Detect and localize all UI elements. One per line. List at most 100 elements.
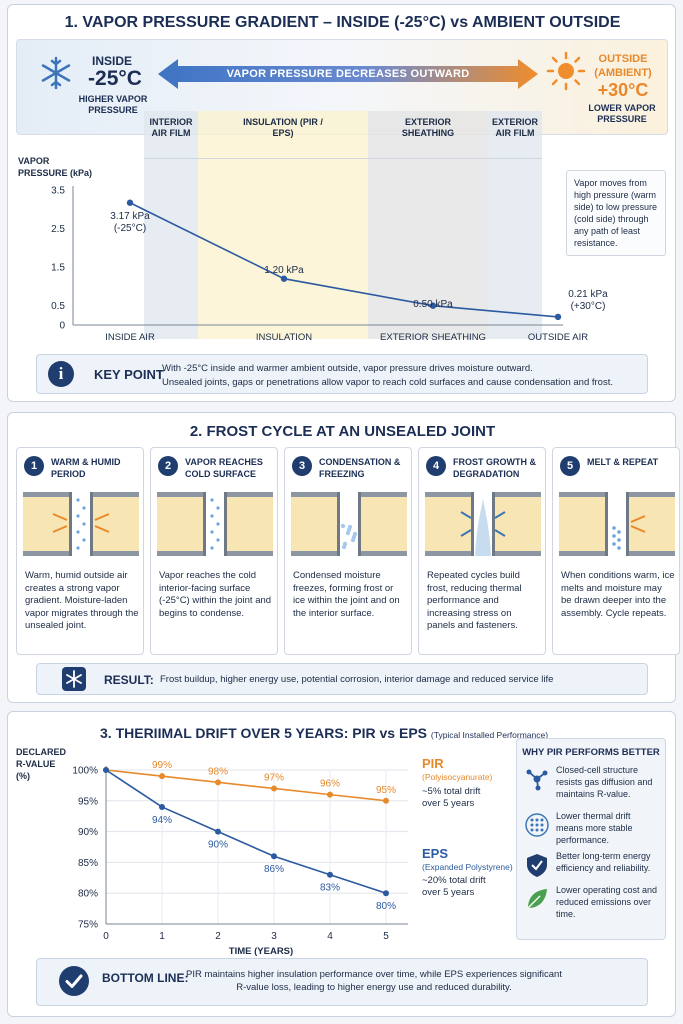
section3-title-note: (Typical Installed Performance) — [430, 730, 549, 740]
arrow-label: VAPOR PRESSURE DECREASES OUTWARD — [226, 68, 470, 80]
thermal-drift-chart: 75% 80% 85% 90% 95% 100% 0 1 2 3 4 5 TIME (YEARS) 99%… — [72, 760, 408, 957]
chart1-category-0: INSIDE AIR — [105, 332, 155, 343]
chart2-xtick-1: 1 — [159, 931, 165, 942]
key-point-text2: Unsealed joints, gaps or penetrations al… — [162, 377, 613, 388]
chart1-point-2 — [429, 302, 437, 309]
chart2-pir-point-5 — [383, 797, 389, 804]
chart2-eps-point-5 — [383, 890, 389, 897]
chart2-eps-point-2 — [215, 828, 221, 835]
chart1-point-label-3: 0.21 kPa (+30°C) — [568, 289, 608, 312]
chart2-eps-point-4 — [327, 871, 333, 878]
pir-drift: ~5% total drift over 5 years — [422, 786, 481, 809]
chart1-category-1: INSULATION — [256, 332, 312, 343]
frost-step-card-1: 1 WARM & HUMID PERIOD Warm, humid outside … — [16, 447, 144, 655]
bottom-line-text: PIR maintains higher insulation performa… — [186, 969, 562, 993]
chart2-eps-point-1 — [159, 803, 165, 810]
chart2-pir-label-1: 99% — [152, 760, 172, 771]
chart1-category-3: OUTSIDE AIR — [528, 332, 588, 343]
why-pir-item-text: Closed-cell structure resists gas diffus… — [556, 765, 653, 799]
info-icon: i — [48, 361, 74, 387]
cells-icon — [525, 813, 549, 837]
frost-step-card-2: 2 VAPOR REACHES COLD SURFACE Vapor reaches… — [150, 447, 278, 655]
frost-step-card-5: 5 MELT & REPEAT When conditions warm, ice … — [552, 447, 680, 655]
chart1-ytick-1: 0.5 — [51, 301, 65, 312]
chart2-ytick-3: 90% — [78, 827, 98, 838]
chart2-ytick-1: 80% — [78, 889, 98, 900]
inside-temp: -25°C — [88, 67, 142, 90]
chart2-ylabel: DECLARED R-VALUE (%) — [16, 747, 67, 781]
chart2-ytick-4: 95% — [78, 796, 98, 807]
vapor-note: Vapor moves from high pressure (warm sid… — [566, 170, 666, 256]
chart2-eps-point-3 — [271, 853, 277, 860]
chart2-ytick-5: 100% — [72, 766, 98, 777]
chart2-pir-label-2: 98% — [208, 766, 228, 777]
snowflake-badge-icon — [62, 667, 86, 691]
chart2-eps-label-4: 83% — [320, 883, 340, 894]
section2-title: 2. FROST CYCLE AT AN UNSEALED JOINT — [189, 423, 496, 440]
checkmark-icon — [59, 966, 89, 996]
joint-illustration — [425, 492, 541, 556]
chart1-ylabel: VAPOR PRESSURE (kPa) — [18, 156, 93, 178]
layer-exterior-sheathing — [368, 111, 488, 339]
frost-step-card-3: 3 CONDENSATION & FREEZING Condensed moistu… — [284, 447, 412, 655]
outside-sub: LOWER VAPOR PRESSURE — [588, 103, 656, 124]
result-label: RESULT: — [104, 673, 154, 687]
step-text: When conditions warm, ice melts and mois… — [561, 570, 675, 619]
pressure-arrow — [158, 59, 538, 89]
why-pir-item-text: Better long-term energy efficiency and r… — [556, 851, 651, 873]
chart1-point-label-1: 1.20 kPa — [264, 265, 304, 276]
chart2-pir-label-3: 97% — [264, 772, 284, 783]
step-number-badge: 5 — [560, 456, 580, 476]
step-text: Condensed moisture freezes, forming fros… — [293, 570, 400, 619]
chart2-pir-label-5: 95% — [376, 785, 396, 796]
chart2-xlabel: TIME (YEARS) — [229, 946, 293, 957]
chart2-pir-label-4: 96% — [320, 779, 340, 790]
chart2-xtick-3: 3 — [271, 931, 277, 942]
why-pir-box — [516, 738, 666, 940]
eps-full: (Expanded Polystyrene) — [422, 862, 513, 872]
key-point-label: KEY POINT — [94, 367, 164, 382]
layer-interior-air-film — [144, 111, 198, 339]
step-title: CONDENSATION & FREEZING — [319, 457, 401, 479]
molecule-icon — [526, 769, 548, 791]
chart1-category-2: EXTERIOR SHEATHING — [380, 332, 486, 343]
chart2-pir-point-4 — [327, 791, 333, 798]
chart2-eps-label-3: 86% — [264, 864, 284, 875]
chart2-series-eps-line — [105, 769, 387, 894]
step-number-badge: 3 — [292, 456, 312, 476]
joint-illustration — [157, 492, 273, 556]
section3-title-text: 3. THERIIMAL DRIFT OVER 5 YEARS: PIR vs … — [100, 725, 427, 741]
result-text: Frost buildup, higher energy use, potent… — [160, 674, 554, 685]
chart2-pir-point-1 — [159, 773, 165, 780]
key-point-text1: With -25°C inside and warmer ambient out… — [162, 363, 533, 374]
chart1-point-0 — [126, 199, 134, 206]
chart2-xtick-0: 0 — [103, 931, 109, 942]
frost-step-card-4: 4 FROST GROWTH & DEGRADATION Repeated cycl… — [418, 447, 546, 655]
key-point-box — [36, 354, 648, 394]
layer-label-interior: INTERIOR AIR FILM — [149, 117, 193, 138]
step-title: MELT & REPEAT — [587, 457, 659, 467]
shield-icon — [527, 854, 547, 877]
step-title: VAPOR REACHES COLD SURFACE — [185, 457, 263, 479]
step-number-badge: 1 — [24, 456, 44, 476]
step-number-badge: 4 — [426, 456, 446, 476]
step-title: WARM & HUMID PERIOD — [51, 457, 121, 479]
chart2-eps-point-0 — [103, 767, 109, 773]
layer-insulation — [198, 111, 368, 339]
chart2-xtick-5: 5 — [383, 931, 389, 942]
layer-label-insulation: INSULATION (PIR / EPS) — [243, 117, 323, 138]
chart2-pir-point-2 — [215, 779, 221, 786]
layer-exterior-air-film — [488, 111, 542, 339]
step-text: Repeated cycles build frost, reducing th… — [427, 570, 522, 631]
joint-illustration — [291, 492, 407, 556]
layer-label-exterior: EXTERIOR AIR FILM — [491, 117, 538, 138]
why-pir-title: WHY PIR PERFORMS BETTER — [522, 747, 660, 758]
why-pir-item-text: Lower operating cost and reduced emissio… — [556, 885, 658, 919]
section1-title: 1. VAPOR PRESSURE GRADIENT – INSIDE (-25… — [64, 14, 621, 31]
pir-name: PIR — [422, 756, 444, 771]
sun-icon — [546, 51, 586, 91]
chart2-eps-label-5: 80% — [376, 901, 396, 912]
section-frost-cycle: 2. FROST CYCLE AT AN UNSEALED JOINT RESU… — [7, 412, 680, 703]
chart2-ytick-2: 85% — [78, 858, 98, 869]
section-vapor-pressure: 1. VAPOR PRESSURE GRADIENT – INSIDE (-25… — [7, 4, 676, 402]
